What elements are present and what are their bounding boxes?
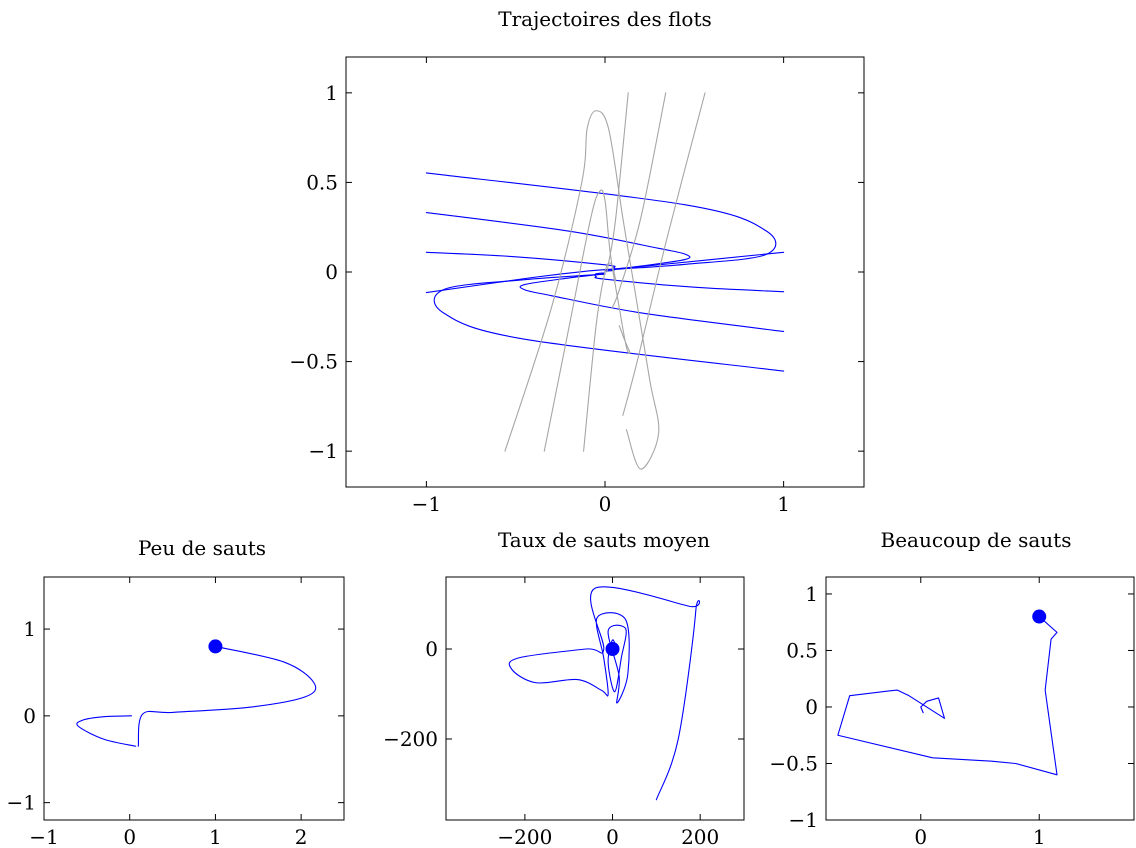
chart-title: Beaucoup de sauts	[881, 528, 1072, 552]
x-tick-label: 0	[599, 492, 612, 516]
many-jumps-panel: Beaucoup de sauts 0 1 −1 −0.5 0 0.5 1	[769, 528, 1135, 848]
y-tick-label: −200	[383, 727, 438, 751]
y-tick-label: 1	[805, 582, 818, 606]
x-tick-label: 1	[777, 492, 790, 516]
flow-line-10	[606, 92, 629, 273]
y-tick-label: −1	[789, 808, 818, 832]
y-tick-label: −1	[7, 791, 36, 815]
trajectory-line-2	[425, 251, 616, 272]
trajectory-line-5	[594, 272, 785, 293]
axes-frame	[445, 576, 745, 821]
x-tick-label: 0	[914, 825, 927, 848]
y-tick-label: 0.5	[306, 170, 338, 194]
start-point-marker	[208, 639, 223, 654]
trajectory-line-0	[425, 172, 777, 271]
x-tick-label: 1	[1033, 825, 1046, 848]
plot-area: 0 1 −1 −0.5 0 0.5 1	[769, 576, 1135, 848]
series-group	[425, 92, 785, 470]
y-tick-label: 0	[325, 260, 338, 284]
plot-area: −1 0 1 −1 −0.5 0 0.5 1	[289, 56, 865, 516]
flow-line-7	[504, 110, 660, 470]
trajectory-line-0	[508, 586, 701, 801]
y-tick-label: 1	[23, 617, 36, 641]
flow-line-8	[543, 189, 631, 452]
flow-line-12	[622, 92, 706, 416]
flow-line-11	[611, 92, 667, 309]
trajectory-line-0	[137, 645, 317, 747]
axes-frame	[43, 576, 345, 821]
trajectory-line-6	[425, 251, 785, 294]
y-tick-label: 1	[325, 81, 338, 105]
flow-line-9	[583, 262, 617, 452]
chart-title: Peu de sauts	[138, 536, 266, 560]
flow-trajectories-panel: Trajectoires des flots −1 0 1 −1 −0.5 0 0.5 1	[289, 7, 865, 516]
series-group	[837, 616, 1058, 776]
trajectory-line-0	[837, 616, 1058, 776]
axes-frame	[825, 576, 1135, 821]
trajectory-line-4	[519, 273, 785, 333]
x-tick-label: 2	[295, 825, 308, 848]
y-tick-label: −1	[309, 439, 338, 463]
few-jumps-panel: Peu de sauts −1 0 1 2 −1 0 1	[7, 536, 345, 848]
chart-title: Trajectoires des flots	[498, 7, 712, 31]
y-tick-label: 0	[805, 695, 818, 719]
x-tick-label: 200	[681, 825, 719, 848]
x-tick-label: 1	[209, 825, 222, 848]
plot-area: −1 0 1 2 −1 0 1	[7, 576, 345, 848]
y-tick-label: 0.5	[786, 638, 818, 662]
x-tick-label: −1	[412, 492, 441, 516]
x-tick-label: 0	[606, 825, 619, 848]
y-tick-label: −0.5	[769, 751, 818, 775]
x-tick-label: 0	[123, 825, 136, 848]
series-group	[508, 586, 701, 801]
x-tick-label: −200	[497, 825, 552, 848]
medium-jumps-panel: Taux de sauts moyen −200 0 200 −200 0	[383, 528, 745, 848]
series-group	[76, 645, 317, 747]
y-tick-label: 0	[425, 637, 438, 661]
trajectory-line-3	[433, 273, 785, 372]
y-tick-label: −0.5	[289, 350, 338, 374]
chart-title: Taux de sauts moyen	[498, 528, 710, 552]
start-point-marker	[1032, 609, 1047, 624]
trajectory-line-1	[425, 211, 691, 271]
x-tick-label: −1	[29, 825, 58, 848]
plot-area: −200 0 200 −200 0	[383, 576, 745, 848]
trajectory-line-1	[76, 715, 137, 747]
y-tick-label: 0	[23, 704, 36, 728]
start-point-marker	[605, 642, 620, 656]
